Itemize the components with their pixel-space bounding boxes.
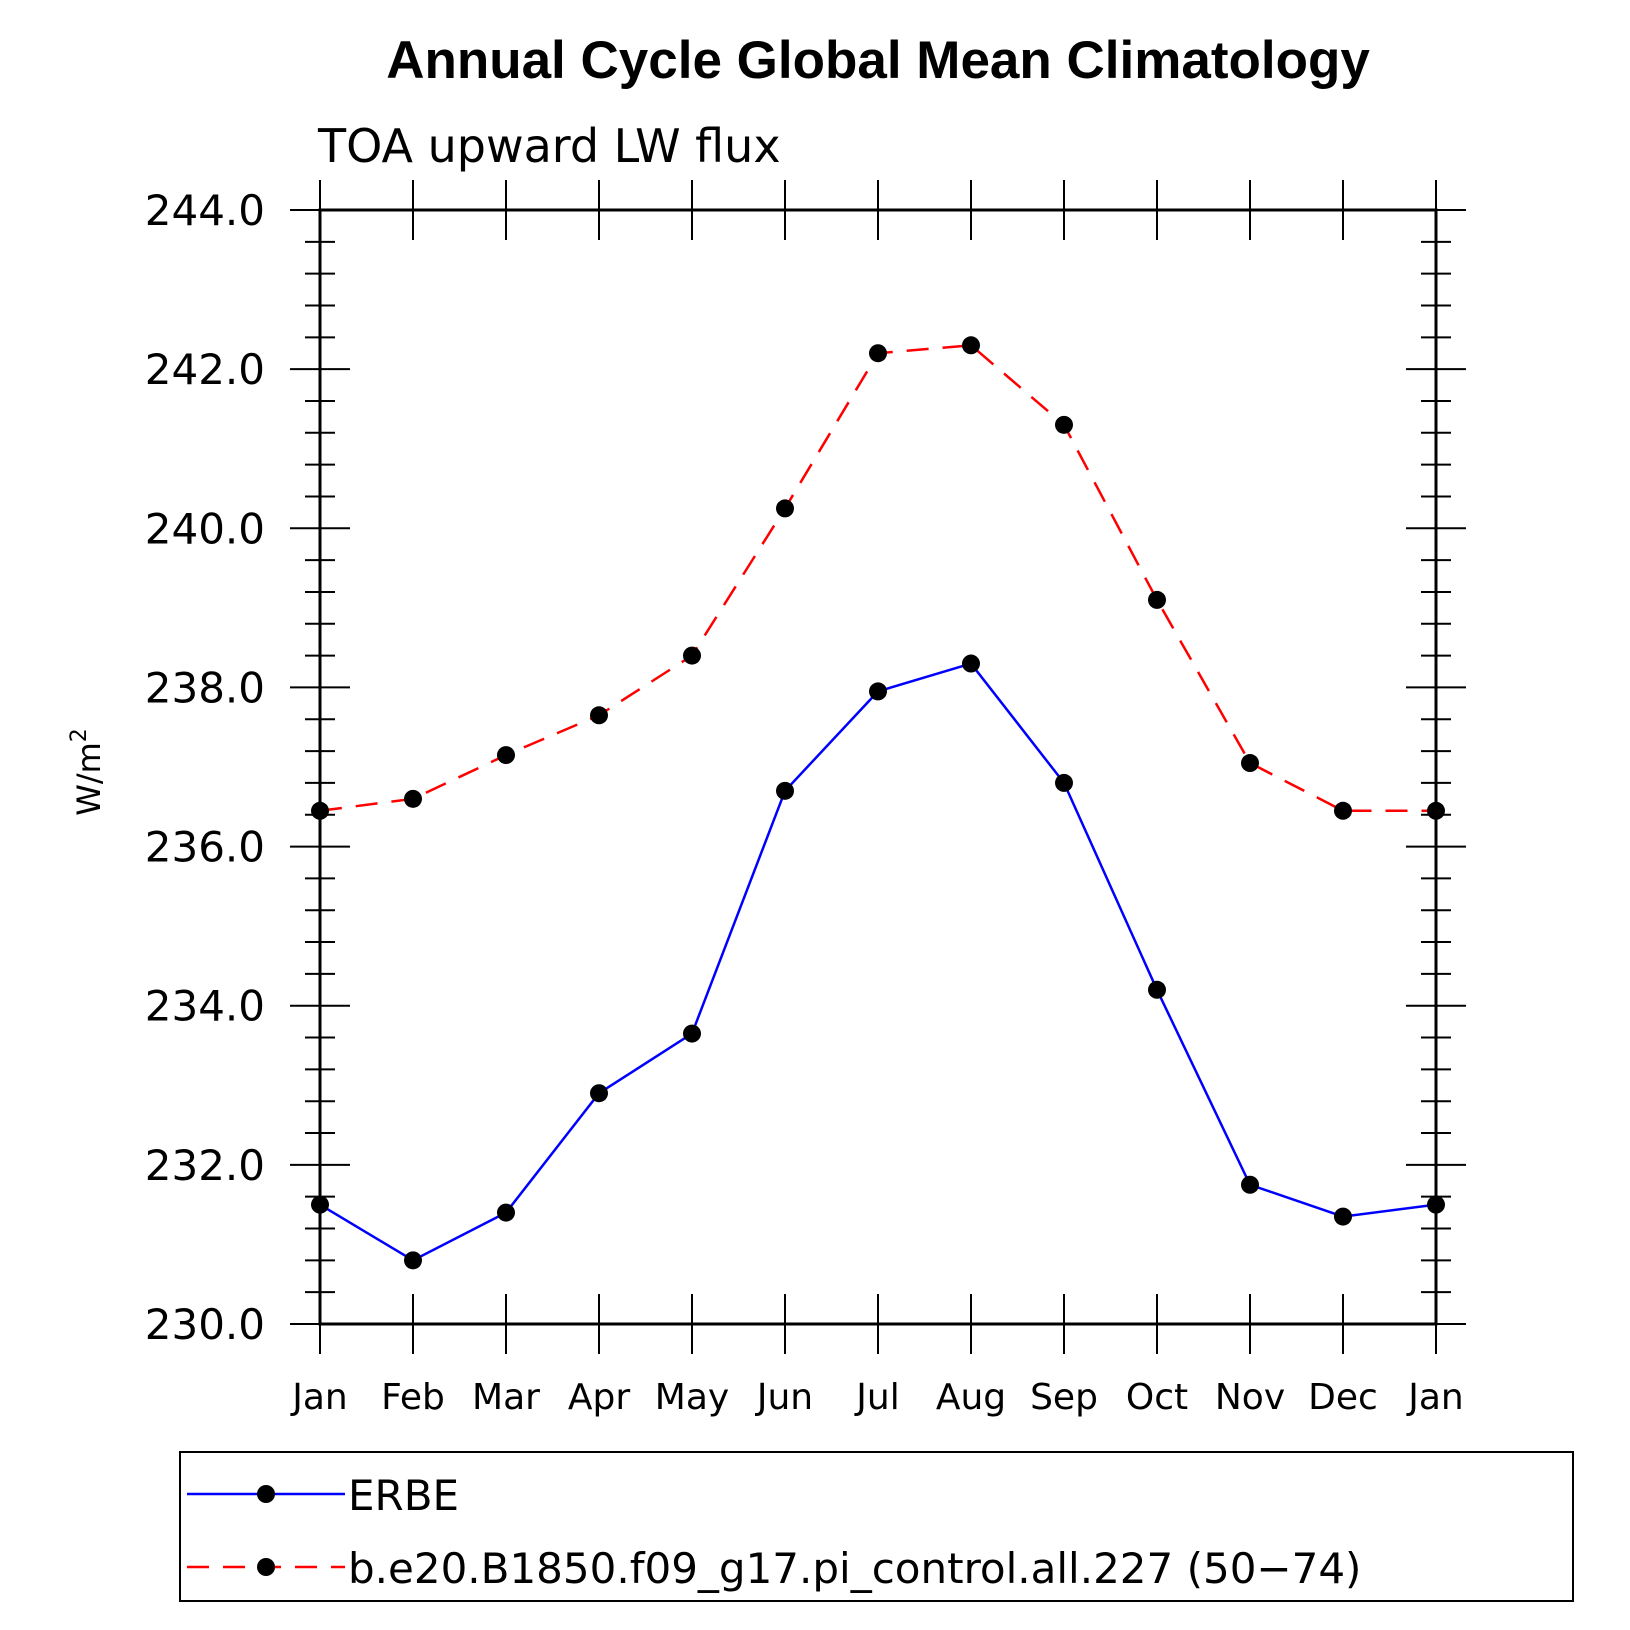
data-point-model <box>1334 801 1352 820</box>
data-point-model <box>311 801 329 820</box>
data-point-model <box>776 499 794 518</box>
x-tick-label: Apr <box>568 1377 630 1418</box>
data-point-erbe <box>1055 773 1073 792</box>
y-tick-label: 240.0 <box>145 504 265 553</box>
y-tick-labels: 230.0 232.0 234.0 236.0 238.0 240.0 242.0 244.0 <box>145 186 265 1349</box>
data-point-erbe <box>776 781 794 800</box>
data-point-erbe <box>311 1195 329 1214</box>
data-point-model <box>1148 590 1166 609</box>
legend-marker-model <box>257 1558 275 1576</box>
x-tick-label: Jul <box>854 1377 899 1418</box>
y-axis-label: W/m2 <box>67 728 108 816</box>
y-tick-label: 230.0 <box>145 1300 265 1349</box>
x-tick-label: Jan <box>290 1377 348 1418</box>
x-tick-label: Mar <box>472 1377 540 1418</box>
x-tick-label: Feb <box>381 1377 445 1418</box>
data-point-erbe <box>1427 1195 1445 1214</box>
x-tick-label: Jun <box>755 1377 813 1418</box>
data-point-model <box>962 336 980 355</box>
plot-frame <box>318 208 1438 1326</box>
x-tick-label: Jan <box>1406 1377 1464 1418</box>
y-tick-label: 244.0 <box>145 186 265 235</box>
data-point-model <box>404 789 422 808</box>
chart-title: Annual Cycle Global Mean Climatology <box>386 31 1370 90</box>
legend: ERBE b.e20.B1850.f09_g17.pi_control.all.… <box>179 1451 1574 1602</box>
x-tick-label: May <box>655 1377 729 1418</box>
y-tick-label: 242.0 <box>145 345 265 394</box>
data-point-erbe <box>1148 980 1166 999</box>
data-point-erbe <box>497 1203 515 1222</box>
y-tick-label: 234.0 <box>145 982 265 1031</box>
x-tick-label: Dec <box>1308 1377 1378 1418</box>
data-point-erbe <box>590 1084 608 1103</box>
data-point-erbe <box>962 654 980 673</box>
data-point-model <box>497 746 515 765</box>
x-tick-labels: Jan Feb Mar Apr May Jun Jul Aug Sep Oct Nov Dec Jan <box>290 1377 1464 1418</box>
data-point-erbe <box>683 1024 701 1043</box>
y-tick-label: 236.0 <box>145 823 265 872</box>
legend-box <box>179 1451 1574 1602</box>
data-point-model <box>869 344 887 363</box>
data-point-erbe <box>869 682 887 701</box>
data-point-erbe <box>1241 1175 1259 1194</box>
data-point-erbe <box>404 1251 422 1270</box>
data-point-model <box>590 706 608 725</box>
series-layer <box>311 336 1445 1270</box>
x-tick-label: Aug <box>936 1377 1006 1418</box>
data-point-model <box>1055 415 1073 434</box>
data-point-model <box>1427 801 1445 820</box>
data-point-model <box>683 646 701 665</box>
series-line-erbe <box>319 662 1437 1262</box>
data-point-erbe <box>1334 1207 1352 1226</box>
legend-label-model: b.e20.B1850.f09_g17.pi_control.all.227 (… <box>348 1544 1361 1593</box>
chart-subtitle: TOA upward LW flux <box>317 119 781 173</box>
y-tick-label: 232.0 <box>145 1141 265 1190</box>
x-tick-label: Sep <box>1030 1377 1098 1418</box>
legend-marker-erbe <box>257 1485 275 1503</box>
legend-label-erbe: ERBE <box>348 1471 459 1520</box>
x-tick-label: Nov <box>1215 1377 1285 1418</box>
series-line-model <box>319 343 1436 813</box>
data-point-model <box>1241 754 1259 773</box>
y-tick-label: 238.0 <box>145 663 265 712</box>
x-tick-label: Oct <box>1126 1377 1188 1418</box>
